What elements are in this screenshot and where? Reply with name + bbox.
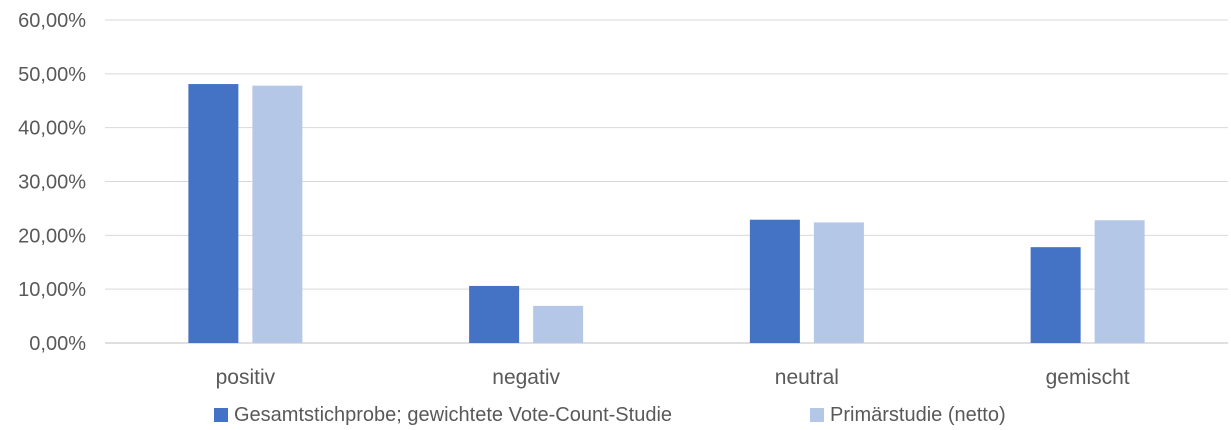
legend-label: Primärstudie (netto) <box>830 404 1006 426</box>
bar <box>1030 247 1081 343</box>
x-category-label: negativ <box>492 366 560 389</box>
legend: Gesamtstichprobe; gewichtete Vote-Count-… <box>214 404 1006 426</box>
y-tick-label: 20,00% <box>18 225 86 247</box>
bar <box>188 84 239 343</box>
bar <box>533 305 584 343</box>
bar <box>1094 220 1145 343</box>
y-tick-label: 40,00% <box>18 118 86 140</box>
legend-swatch <box>810 408 824 422</box>
x-category-label: neutral <box>775 366 839 389</box>
x-category-label: positiv <box>216 366 276 389</box>
x-axis-labels: positiv negativ neutral gemischt <box>216 366 1130 389</box>
y-tick-label: 60,00% <box>18 10 86 32</box>
bar <box>252 85 303 343</box>
legend-swatch <box>214 408 228 422</box>
x-category-label: gemischt <box>1046 366 1130 389</box>
legend-label: Gesamtstichprobe; gewichtete Vote-Count-… <box>234 404 672 426</box>
y-tick-label: 30,00% <box>18 172 86 194</box>
y-axis-ticks: 0,00% 10,00% 20,00% 30,00% 40,00% 50,00% 60,00… <box>18 10 86 355</box>
y-tick-label: 50,00% <box>18 64 86 86</box>
y-tick-label: 0,00% <box>29 333 86 355</box>
y-tick-label: 10,00% <box>18 279 86 301</box>
bar <box>469 285 520 343</box>
bars <box>188 84 1145 343</box>
bar <box>813 222 864 343</box>
bar <box>749 219 800 343</box>
